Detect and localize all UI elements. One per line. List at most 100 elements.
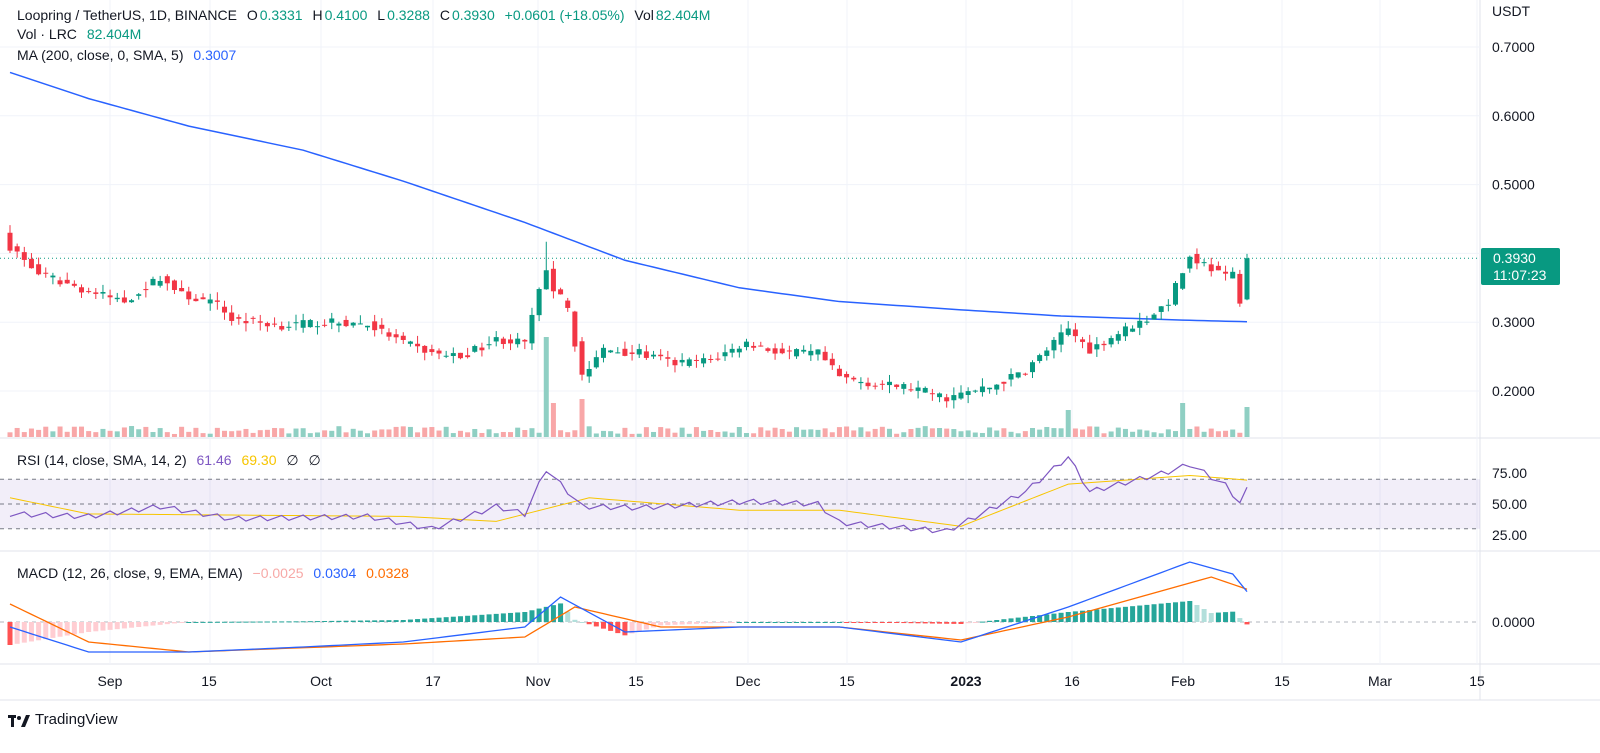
symbol-label[interactable]: Loopring / TetherUS, 1D, BINANCE (17, 7, 237, 23)
macd-histogram-bar (465, 615, 471, 622)
volume-bar (922, 426, 928, 437)
candle-body (28, 258, 34, 269)
macd-histogram-bar (36, 622, 42, 641)
volume-bar (722, 431, 728, 437)
macd-axis-tick: 0.0000 (1492, 614, 1535, 630)
candle-body (979, 386, 985, 393)
tradingview-logo[interactable]: TradingView (8, 711, 118, 728)
candle-body (643, 351, 649, 358)
time-axis-label: 2023 (950, 673, 981, 689)
volume-bar (515, 427, 521, 437)
candle-body (693, 359, 699, 361)
volume-bar (286, 433, 292, 437)
macd-histogram-bar (493, 613, 499, 622)
ma-legend[interactable]: MA (200, close, 0, SMA, 5) 0.3007 (17, 47, 238, 63)
volume-bar (908, 429, 914, 437)
candle-body (264, 323, 270, 327)
macd-histogram-bar (107, 622, 113, 630)
volume-bar (429, 427, 435, 437)
macd-histogram-bar (486, 614, 492, 622)
candle-body (929, 393, 935, 395)
macd-histogram-bar (794, 622, 800, 623)
volume-bar (36, 429, 42, 437)
candle-body (1001, 381, 1007, 384)
volume-bar (779, 429, 785, 437)
candle-body (1065, 328, 1071, 335)
macd-histogram-bar (436, 617, 442, 622)
candle-body (1044, 350, 1050, 356)
macd-histogram-bar (686, 622, 692, 625)
macd-histogram-bar (229, 621, 235, 623)
macd-histogram-bar (729, 622, 735, 623)
macd-histogram-bar (207, 621, 213, 623)
macd-histogram-bar (79, 622, 85, 634)
candle-body (114, 297, 120, 300)
macd-histogram-bar (443, 617, 449, 622)
macd-histogram-bar (1080, 610, 1086, 622)
candle-body (972, 390, 978, 392)
candle-body (679, 359, 685, 363)
volume-bar (272, 427, 278, 437)
macd-histogram-bar (1058, 612, 1064, 622)
rsi-legend[interactable]: RSI (14, close, SMA, 14, 2) 61.46 69.30 … (17, 452, 323, 469)
macd-histogram-bar (894, 622, 900, 623)
macd-histogram-bar (1158, 603, 1164, 622)
candle-body (222, 306, 228, 313)
candle-body (1172, 283, 1178, 305)
volume-bar (257, 430, 263, 437)
volume-bar (207, 433, 213, 437)
candle-body (951, 395, 957, 401)
volume-bar (815, 429, 821, 437)
volume-bar (665, 428, 671, 437)
macd-histogram-bar (693, 622, 699, 624)
macd-histogram-bar (336, 620, 342, 622)
candle-body (708, 359, 714, 361)
candle-body (1230, 271, 1236, 279)
candle-body (71, 283, 77, 286)
macd-histogram-bar (1165, 602, 1171, 622)
candle-body (343, 319, 349, 327)
rsi-value: 61.46 (196, 452, 232, 468)
volume-bar (1122, 428, 1128, 437)
macd-legend[interactable]: MACD (12, 26, close, 9, EMA, EMA) −0.002… (17, 565, 411, 581)
volume-bar (679, 427, 685, 437)
volume-bar (1115, 427, 1121, 437)
candle-body (486, 344, 492, 346)
rsi-line (9, 455, 1248, 534)
macd-histogram-bar (1187, 601, 1193, 622)
macd-histogram-bar (1137, 605, 1143, 622)
volume-bar (350, 428, 356, 437)
macd-histogram-bar (543, 606, 549, 622)
volume-bar (222, 430, 228, 437)
candle-body (1201, 262, 1207, 264)
candle-body (844, 373, 850, 378)
candle-body (179, 288, 185, 292)
macd-histogram-bar (1215, 612, 1221, 622)
macd-histogram-bar (944, 622, 950, 624)
macd-histogram-bar (193, 621, 199, 623)
volume-bar (314, 432, 320, 437)
volume-bar (236, 430, 242, 437)
macd-histogram-bar (558, 603, 564, 622)
volume-legend[interactable]: Vol · LRC 82.404M (17, 26, 143, 42)
candle-body (758, 345, 764, 347)
volume-bar (443, 426, 449, 437)
candle-body (443, 355, 449, 357)
volume-bar (129, 426, 135, 437)
close-label: C (439, 7, 450, 23)
candle-body (186, 291, 192, 300)
macd-histogram-bar (393, 620, 399, 622)
macd-histogram-bar (929, 622, 935, 624)
volume-bar (572, 430, 578, 437)
candle-body (550, 268, 556, 292)
macd-histogram-bar (222, 621, 228, 623)
candle-body (1165, 304, 1171, 306)
macd-histogram-bar (171, 622, 177, 624)
macd-histogram-bar (279, 621, 285, 623)
volume-bar (372, 430, 378, 437)
macd-histogram-bar (14, 622, 20, 644)
candle-body (543, 270, 549, 290)
macd-histogram-bar (422, 618, 428, 622)
